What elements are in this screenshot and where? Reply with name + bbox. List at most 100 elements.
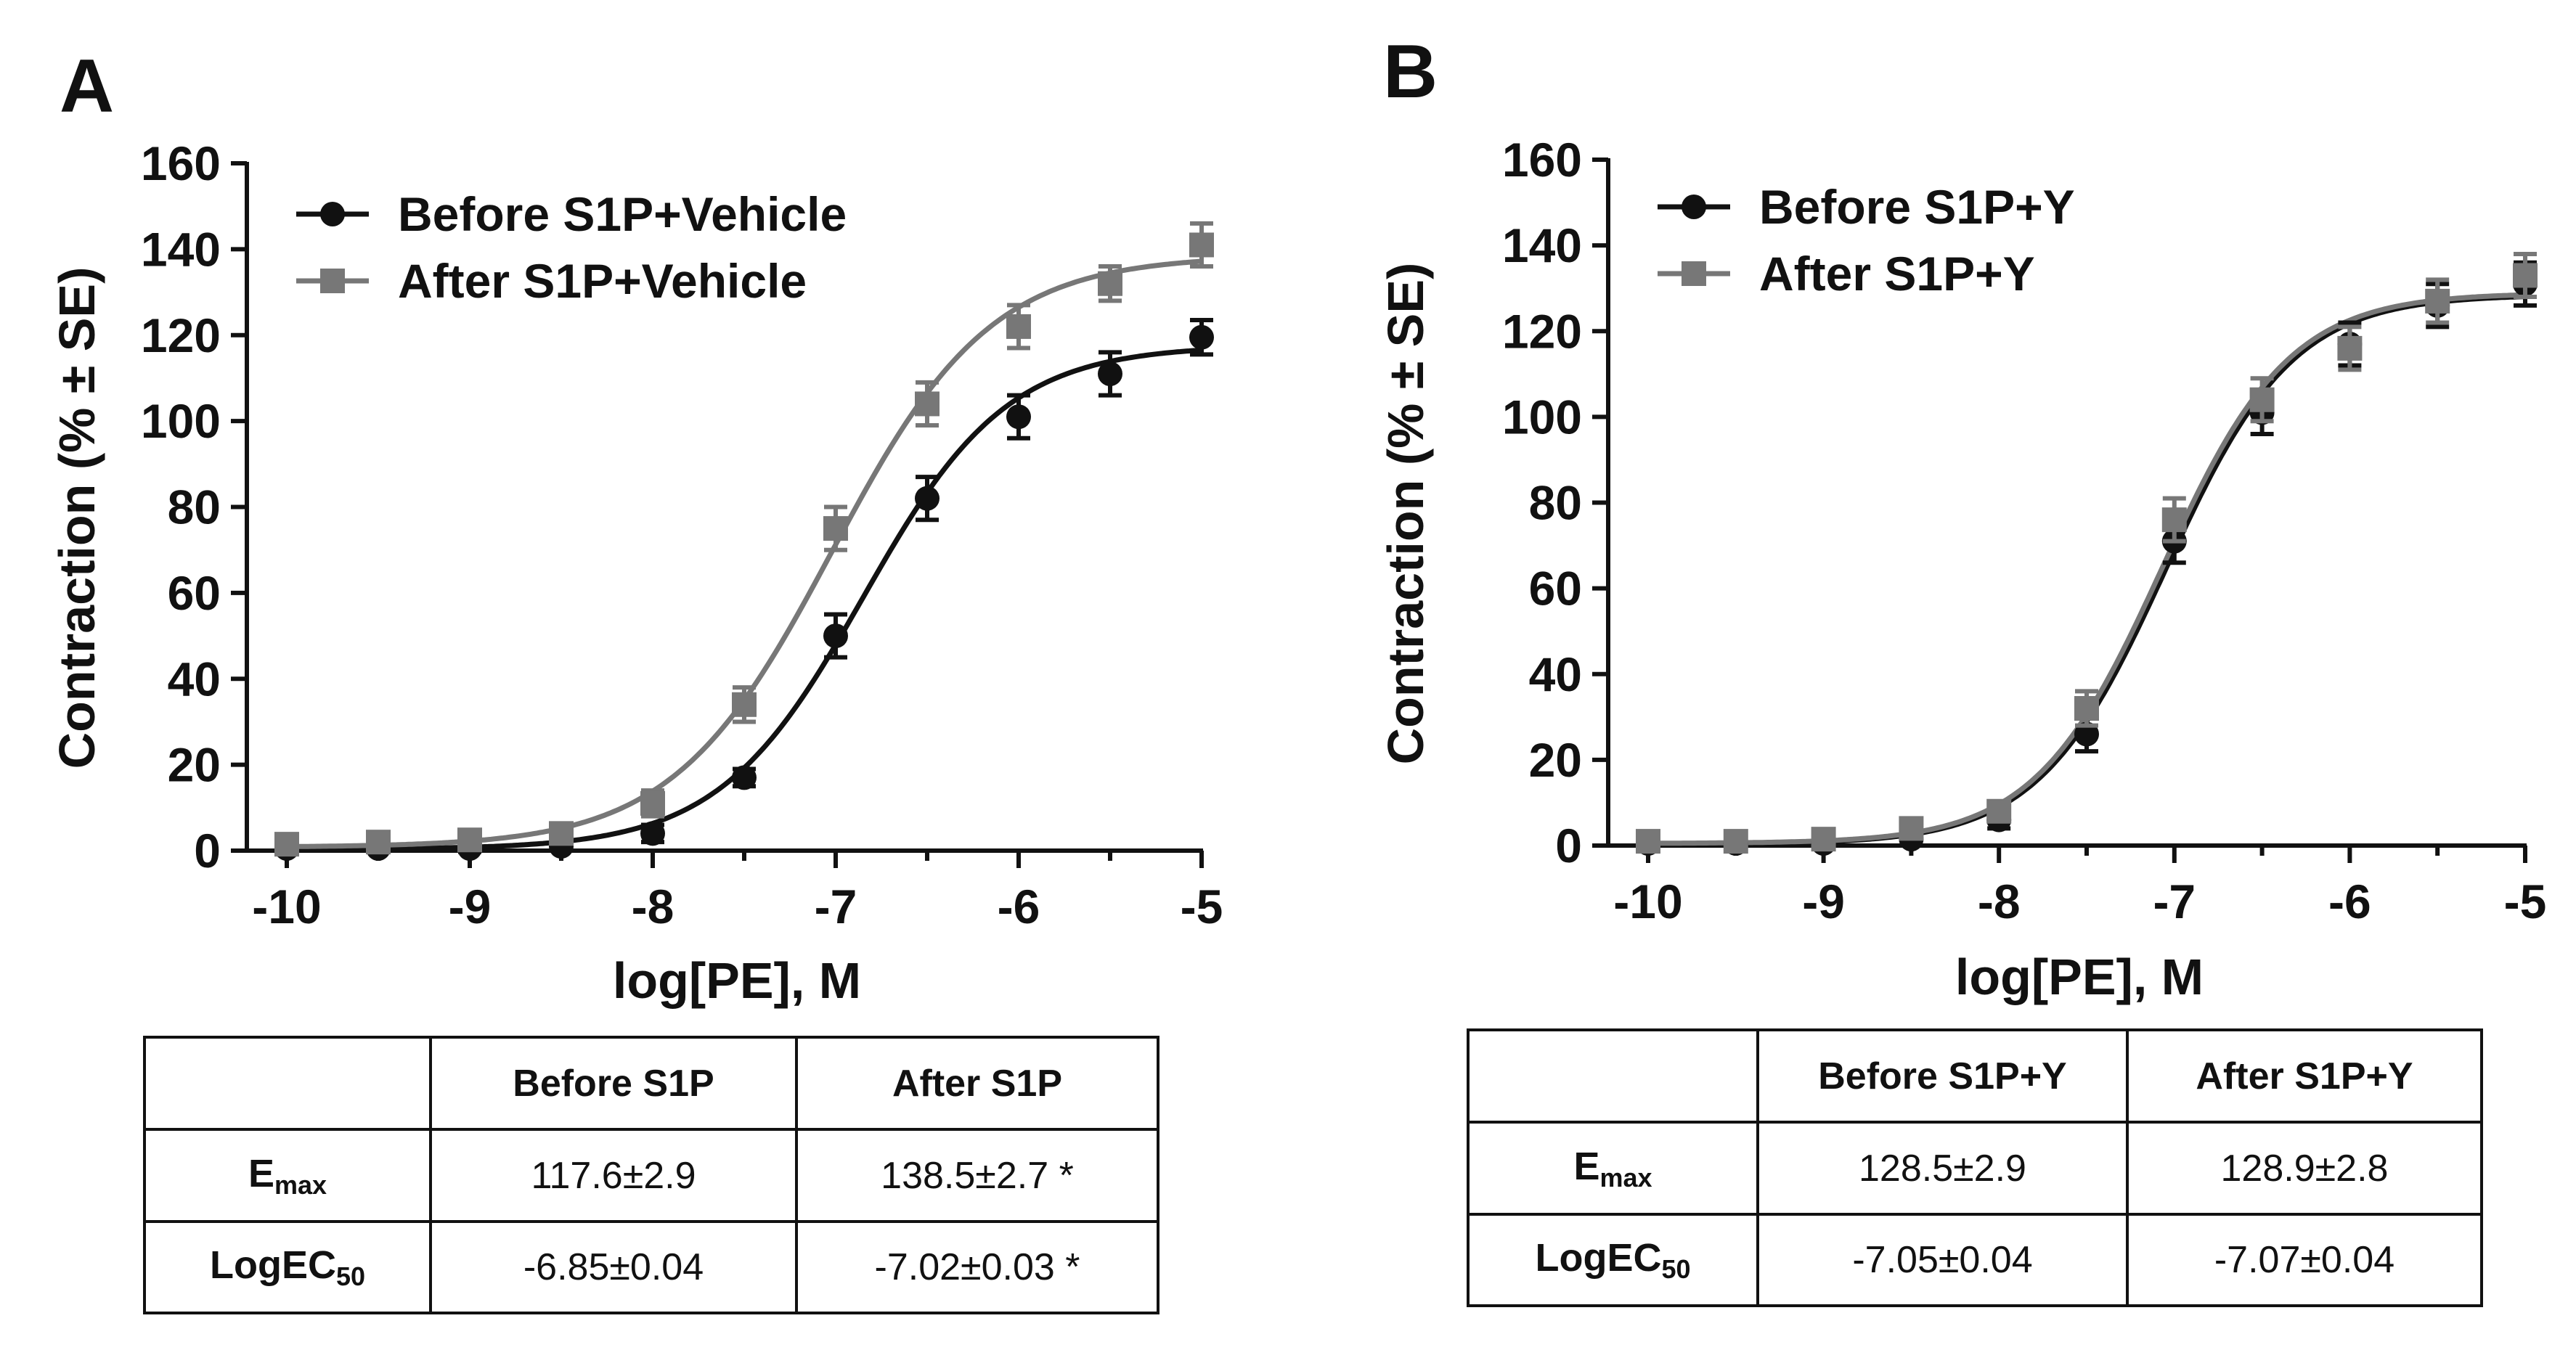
data-point-square [732, 692, 757, 717]
cell-emax-before: 128.5±2.9 [1756, 1121, 2129, 1216]
x-tick-label: -9 [1802, 875, 1845, 928]
x-tick-label: -8 [632, 880, 674, 933]
data-point-square [640, 790, 665, 816]
x-tick-label: -10 [252, 880, 321, 933]
legend-marker-circle [1682, 195, 1706, 219]
y-tick-label: 40 [168, 652, 221, 705]
table-corner-cell [143, 1036, 432, 1131]
row-label-subscript: 50 [1661, 1254, 1691, 1284]
x-tick-label: -5 [2504, 875, 2547, 928]
legend-marker-square [1682, 261, 1706, 286]
data-point-square [2513, 263, 2538, 288]
row-label-logec50: LogEC50 [143, 1220, 432, 1314]
fit-curve [1648, 294, 2526, 847]
data-point-square [823, 516, 848, 541]
data-point-circle [823, 623, 848, 649]
row-label-main: LogEC [209, 1243, 336, 1287]
y-tick-label: 60 [168, 566, 221, 620]
row-label-logec50: LogEC50 [1467, 1213, 1759, 1307]
cell-logec50-before: -6.85±0.04 [429, 1220, 798, 1314]
x-tick-label: -7 [815, 880, 857, 933]
table-corner-cell [1467, 1028, 1759, 1124]
x-tick-label: -9 [449, 880, 492, 933]
legend-label: Before S1P+Y [1759, 180, 2075, 234]
y-tick-label: 160 [1502, 133, 1582, 187]
row-label-main: LogEC [1535, 1236, 1662, 1280]
data-point-circle [732, 765, 757, 790]
y-tick-label: 100 [1502, 390, 1582, 443]
cell-logec50-before: -7.05±0.04 [1756, 1213, 2129, 1307]
panel-letter-b: B [1383, 30, 1438, 114]
data-point-square [366, 830, 391, 855]
y-tick-label: 0 [1555, 819, 1582, 872]
row-label-emax: Emax [143, 1128, 432, 1223]
y-tick-label: 120 [141, 308, 221, 362]
data-point-square [2074, 696, 2099, 721]
table-header-row: Before S1P After S1P [143, 1036, 1159, 1131]
table-header-row: Before S1P+Y After S1P+Y [1467, 1028, 2483, 1124]
row-label-subscript: max [1599, 1162, 1652, 1192]
data-point-circle [640, 821, 665, 846]
x-axis-label: log[PE], M [613, 952, 861, 1009]
cell-logec50-after: -7.02±0.03 * [795, 1220, 1159, 1314]
y-tick-label: 80 [1529, 476, 1582, 530]
row-label-main: E [248, 1151, 274, 1195]
y-axis-label: Contraction (% ± SE) [1377, 263, 1434, 765]
data-point-square [1811, 827, 1836, 852]
row-label-emax: Emax [1467, 1121, 1759, 1216]
x-tick-label: -6 [998, 880, 1040, 933]
table-row-logec50: LogEC50 -7.05±0.04 -7.07±0.04 [1467, 1213, 2483, 1307]
data-point-circle [1098, 361, 1122, 387]
data-point-square [915, 391, 939, 417]
x-tick-label: -5 [1181, 880, 1223, 933]
row-label-subscript: 50 [335, 1261, 366, 1291]
x-tick-label: -10 [1613, 875, 1682, 928]
data-point-circle [2074, 721, 2099, 747]
data-point-square [1006, 314, 1031, 339]
legend-label: Before S1P+Vehicle [398, 187, 847, 241]
legend-marker-circle [320, 202, 345, 226]
data-point-square [457, 827, 482, 853]
data-point-square [1098, 271, 1122, 296]
x-tick-label: -7 [2153, 875, 2196, 928]
y-tick-label: 0 [194, 824, 221, 878]
cell-emax-after: 138.5±2.7 * [795, 1128, 1159, 1223]
table-row-emax: Emax 117.6±2.9 138.5±2.7 * [143, 1128, 1159, 1223]
x-tick-label: -8 [1978, 875, 2021, 928]
cell-logec50-after: -7.07±0.04 [2126, 1213, 2483, 1307]
data-point-circle [1189, 324, 1214, 350]
x-tick-label: -6 [2328, 875, 2371, 928]
y-tick-label: 20 [1529, 733, 1582, 787]
row-label-subscript: max [274, 1169, 327, 1200]
panel-letter-a: A [60, 44, 115, 128]
y-tick-label: 100 [141, 394, 221, 448]
data-point-square [1899, 816, 1924, 841]
table-col-header-after: After S1P+Y [2126, 1028, 2483, 1124]
y-tick-label: 140 [141, 222, 221, 276]
cell-emax-before: 117.6±2.9 [429, 1128, 798, 1223]
data-point-square [2249, 387, 2275, 412]
y-tick-label: 20 [168, 738, 221, 792]
y-tick-label: 140 [1502, 218, 1582, 272]
y-tick-label: 120 [1502, 304, 1582, 358]
data-point-square [549, 821, 574, 846]
fit-curve [1648, 292, 2526, 846]
legend-marker-square [320, 269, 345, 293]
data-point-square [2425, 288, 2450, 314]
table-row-emax: Emax 128.5±2.9 128.9±2.8 [1467, 1121, 2483, 1216]
data-point-square [2337, 335, 2363, 361]
stats-table-b: Before S1P+Y After S1P+Y Emax 128.5±2.9 … [1467, 1028, 2483, 1307]
table-row-logec50: LogEC50 -6.85±0.04 -7.02±0.03 * [143, 1220, 1159, 1314]
data-point-square [1189, 232, 1214, 258]
row-label-main: E [1573, 1144, 1600, 1188]
stats-table-a: Before S1P After S1P Emax 117.6±2.9 138.… [143, 1036, 1159, 1314]
cell-emax-after: 128.9±2.8 [2126, 1121, 2483, 1216]
y-tick-label: 60 [1529, 562, 1582, 615]
legend-label: After S1P+Vehicle [398, 254, 807, 308]
data-point-square [1986, 798, 2012, 824]
y-axis-label: Contraction (% ± SE) [49, 267, 105, 769]
y-tick-label: 40 [1529, 647, 1582, 701]
data-point-square [1723, 829, 1748, 854]
data-point-circle [1006, 404, 1031, 430]
